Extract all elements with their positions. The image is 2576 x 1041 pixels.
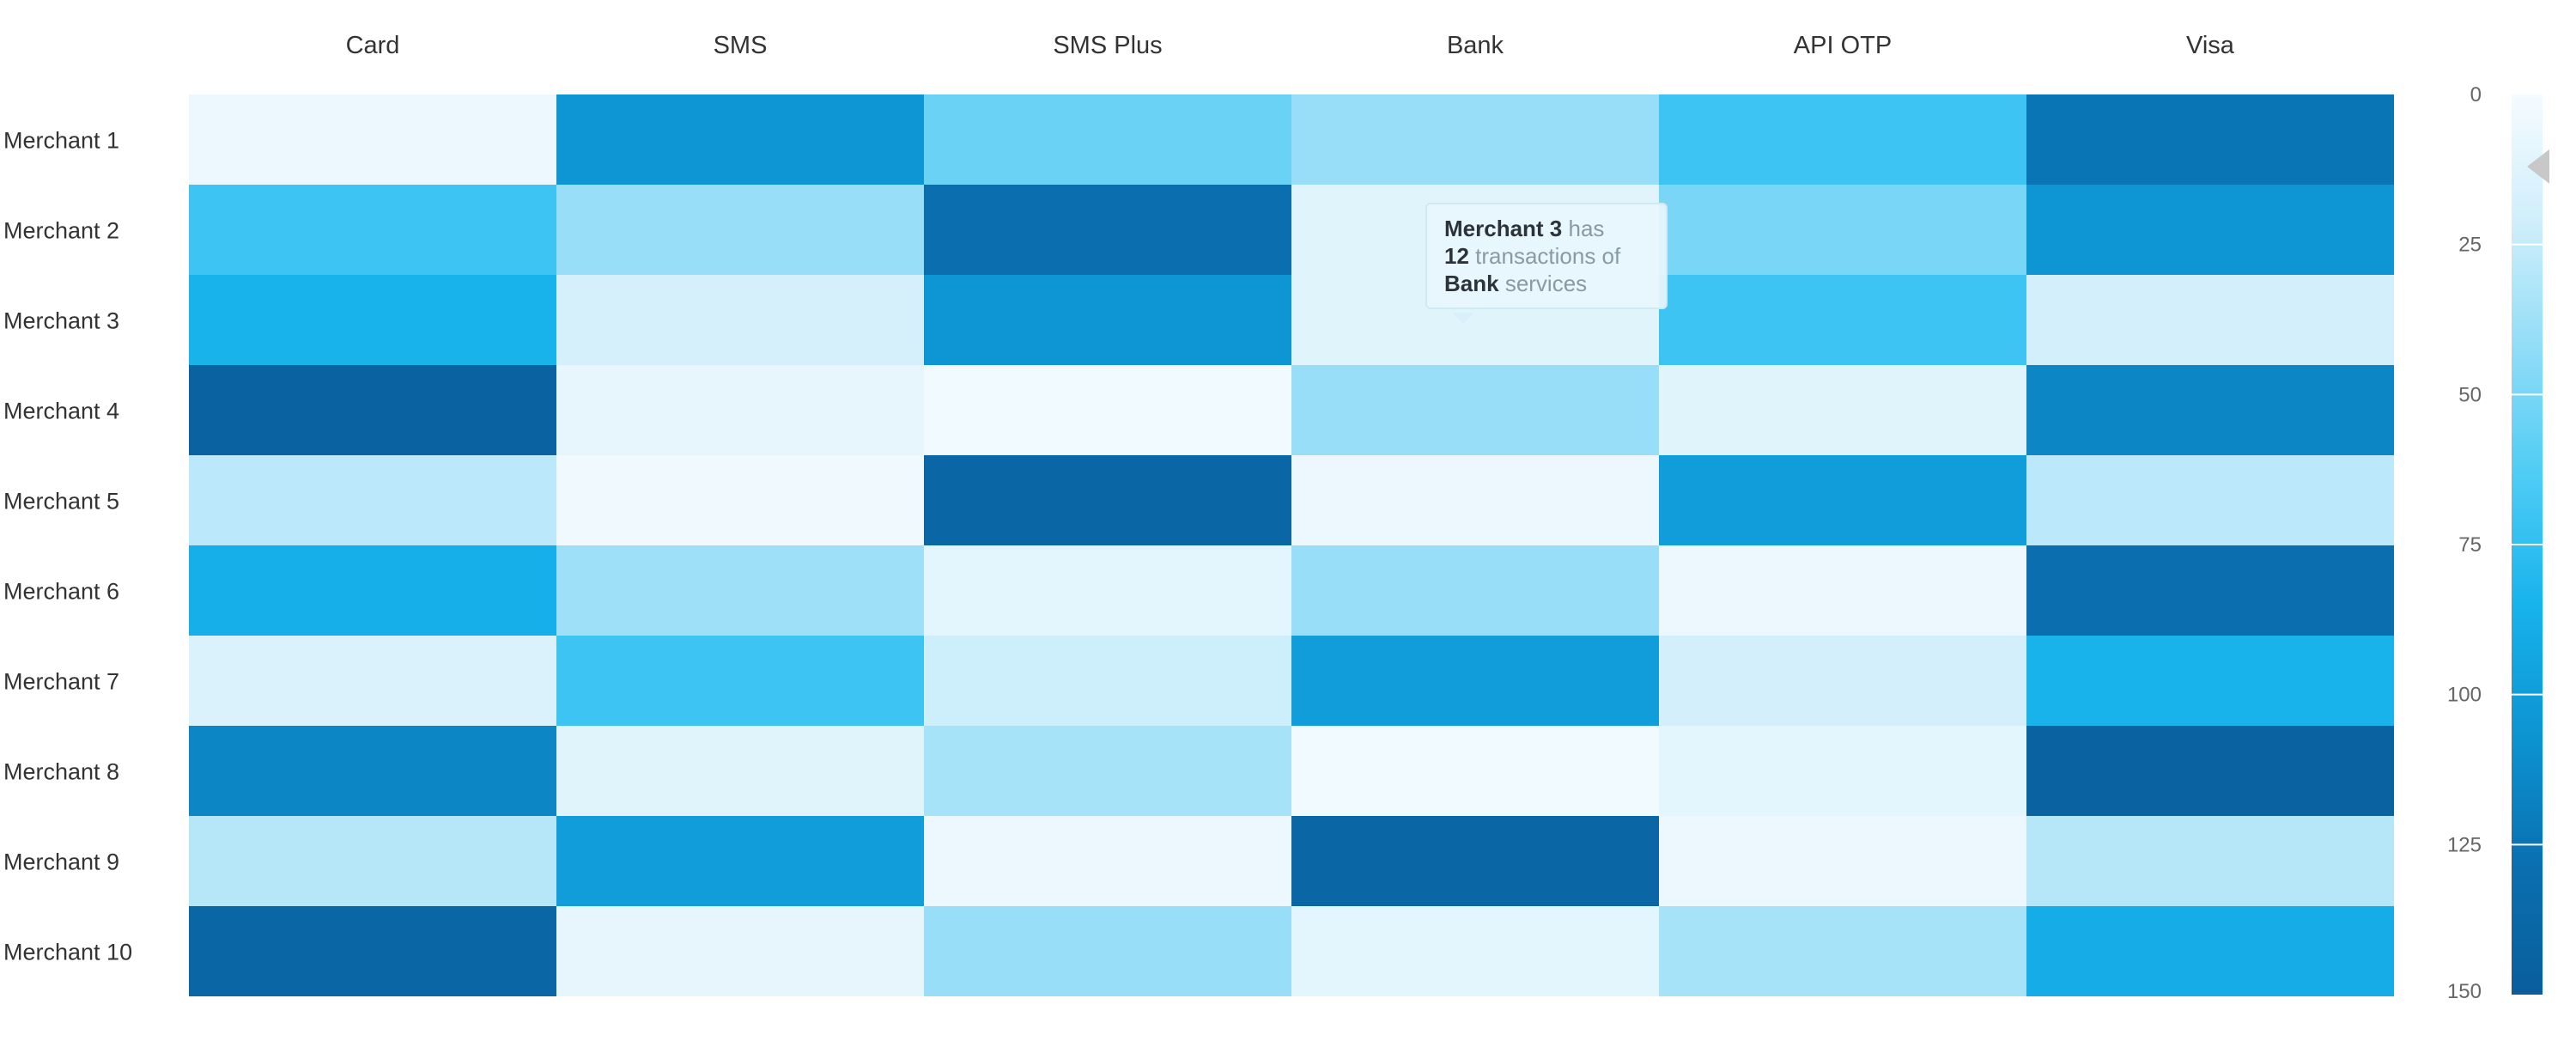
heatmap-cells [189, 94, 2394, 996]
heatmap-cell-merchant-3-card[interactable] [189, 275, 556, 365]
heatmap-cell-merchant-9-sms-plus[interactable] [924, 816, 1291, 906]
heatmap-cell-merchant-8-sms-plus[interactable] [924, 726, 1291, 816]
row-labels: Merchant 1 Merchant 2 Merchant 3 Merchant 4… [3, 128, 132, 965]
heatmap-cell-merchant-5-bank[interactable] [1291, 455, 1659, 545]
heatmap-cell-merchant-5-card[interactable] [189, 455, 556, 545]
column-label-bank: Bank [1447, 32, 1504, 59]
heatmap-cell-merchant-8-sms[interactable] [556, 726, 924, 816]
heatmap-cell-merchant-10-sms[interactable] [556, 906, 924, 996]
heatmap-cell-merchant-9-bank[interactable] [1291, 816, 1659, 906]
heatmap-cell-merchant-8-visa[interactable] [2026, 726, 2394, 816]
heatmap-cell-merchant-2-visa[interactable] [2026, 185, 2394, 275]
heatmap-cell-merchant-1-sms-plus[interactable] [924, 94, 1291, 185]
heatmap-cell-merchant-7-bank[interactable] [1291, 636, 1659, 726]
color-scale-label-150: 150 [2447, 980, 2482, 1003]
heatmap-cell-merchant-2-sms-plus[interactable] [924, 185, 1291, 275]
cell-tooltip: Merchant 3 has 12 transactions of Bank s… [1425, 203, 1668, 309]
heatmap-cell-merchant-9-visa[interactable] [2026, 816, 2394, 906]
heatmap-cell-merchant-1-card[interactable] [189, 94, 556, 185]
heatmap-cell-merchant-6-card[interactable] [189, 545, 556, 636]
tooltip-row: Merchant 3 [1444, 216, 1563, 241]
heatmap-cell-merchant-4-card[interactable] [189, 365, 556, 455]
tooltip-pointer [1453, 313, 1473, 325]
heatmap-cell-merchant-4-sms[interactable] [556, 365, 924, 455]
row-label-merchant-10: Merchant 10 [3, 940, 132, 965]
heatmap-cell-merchant-5-api-otp[interactable] [1659, 455, 2026, 545]
row-label-merchant-1: Merchant 1 [3, 128, 119, 154]
row-label-merchant-2: Merchant 2 [3, 218, 119, 244]
heatmap-cell-merchant-3-api-otp[interactable] [1659, 275, 2026, 365]
color-scale-label-100: 100 [2447, 684, 2482, 707]
color-scale-label-125: 125 [2447, 833, 2482, 856]
row-label-merchant-8: Merchant 8 [3, 759, 119, 785]
heatmap-cell-merchant-1-visa[interactable] [2026, 94, 2394, 185]
heatmap-cell-merchant-2-api-otp[interactable] [1659, 185, 2026, 275]
row-label-merchant-5: Merchant 5 [3, 489, 119, 514]
heatmap-cell-merchant-6-sms-plus[interactable] [924, 545, 1291, 636]
heatmap-cell-merchant-5-sms[interactable] [556, 455, 924, 545]
heatmap-cell-merchant-8-api-otp[interactable] [1659, 726, 2026, 816]
heatmap-cell-merchant-4-api-otp[interactable] [1659, 365, 2026, 455]
heatmap-cell-merchant-3-sms-plus[interactable] [924, 275, 1291, 365]
row-label-merchant-3: Merchant 3 [3, 308, 119, 334]
heatmap-cell-merchant-7-card[interactable] [189, 636, 556, 726]
row-label-merchant-7: Merchant 7 [3, 669, 119, 695]
heatmap-cell-merchant-10-visa[interactable] [2026, 906, 2394, 996]
column-label-api-otp: API OTP [1794, 32, 1892, 59]
heatmap-cell-merchant-5-visa[interactable] [2026, 455, 2394, 545]
heatmap-cell-merchant-4-visa[interactable] [2026, 365, 2394, 455]
heatmap-cell-merchant-5-sms-plus[interactable] [924, 455, 1291, 545]
tooltip-column: Bank [1444, 271, 1499, 296]
heatmap-cell-merchant-10-sms-plus[interactable] [924, 906, 1291, 996]
color-scale-label-50: 50 [2458, 383, 2482, 406]
tooltip-text-services: services [1504, 271, 1588, 296]
heatmap-cell-merchant-7-visa[interactable] [2026, 636, 2394, 726]
color-scale-label-75: 75 [2458, 533, 2482, 557]
heatmap-cell-merchant-6-api-otp[interactable] [1659, 545, 2026, 636]
color-scale-pointer-icon [2527, 149, 2549, 184]
heatmap-cell-merchant-7-sms[interactable] [556, 636, 924, 726]
column-label-card: Card [346, 32, 400, 59]
heatmap-cell-merchant-6-visa[interactable] [2026, 545, 2394, 636]
heatmap-cell-merchant-8-card[interactable] [189, 726, 556, 816]
heatmap-cell-merchant-1-sms[interactable] [556, 94, 924, 185]
heatmap-cell-merchant-10-api-otp[interactable] [1659, 906, 2026, 996]
row-label-merchant-4: Merchant 4 [3, 399, 119, 424]
heatmap-cell-merchant-7-api-otp[interactable] [1659, 636, 2026, 726]
tooltip-text-transactions: transactions of [1475, 243, 1621, 269]
heatmap-cell-merchant-9-api-otp[interactable] [1659, 816, 2026, 906]
tooltip-text-has: has [1568, 216, 1605, 241]
heatmap-cell-merchant-6-sms[interactable] [556, 545, 924, 636]
color-scale-legend: 0 25 50 75 100 125 150 [2447, 83, 2549, 1003]
color-scale-label-25: 25 [2458, 234, 2482, 257]
row-label-merchant-6: Merchant 6 [3, 579, 119, 605]
heatmap-cell-merchant-8-bank[interactable] [1291, 726, 1659, 816]
heatmap-cell-merchant-10-bank[interactable] [1291, 906, 1659, 996]
heatmap-cell-merchant-2-sms[interactable] [556, 185, 924, 275]
heatmap-cell-merchant-9-card[interactable] [189, 816, 556, 906]
column-label-sms-plus: SMS Plus [1053, 32, 1162, 59]
heatmap-cell-merchant-10-card[interactable] [189, 906, 556, 996]
heatmap-cell-merchant-6-bank[interactable] [1291, 545, 1659, 636]
column-label-sms: SMS [714, 32, 768, 59]
heatmap-cell-merchant-1-api-otp[interactable] [1659, 94, 2026, 185]
heatmap-cell-merchant-1-bank[interactable] [1291, 94, 1659, 185]
heatmap-cell-merchant-9-sms[interactable] [556, 816, 924, 906]
heatmap-cell-merchant-7-sms-plus[interactable] [924, 636, 1291, 726]
column-label-visa: Visa [2186, 32, 2235, 59]
heatmap-cell-merchant-3-sms[interactable] [556, 275, 924, 365]
heatmap-cell-merchant-2-card[interactable] [189, 185, 556, 275]
tooltip-value: 12 [1444, 243, 1469, 269]
row-label-merchant-9: Merchant 9 [3, 849, 119, 875]
heatmap-cell-merchant-4-sms-plus[interactable] [924, 365, 1291, 455]
heatmap-cell-merchant-3-visa[interactable] [2026, 275, 2394, 365]
heatmap-cell-merchant-4-bank[interactable] [1291, 365, 1659, 455]
column-labels: Card SMS SMS Plus Bank API OTP Visa [346, 32, 2235, 59]
color-scale-label-0: 0 [2470, 83, 2482, 107]
